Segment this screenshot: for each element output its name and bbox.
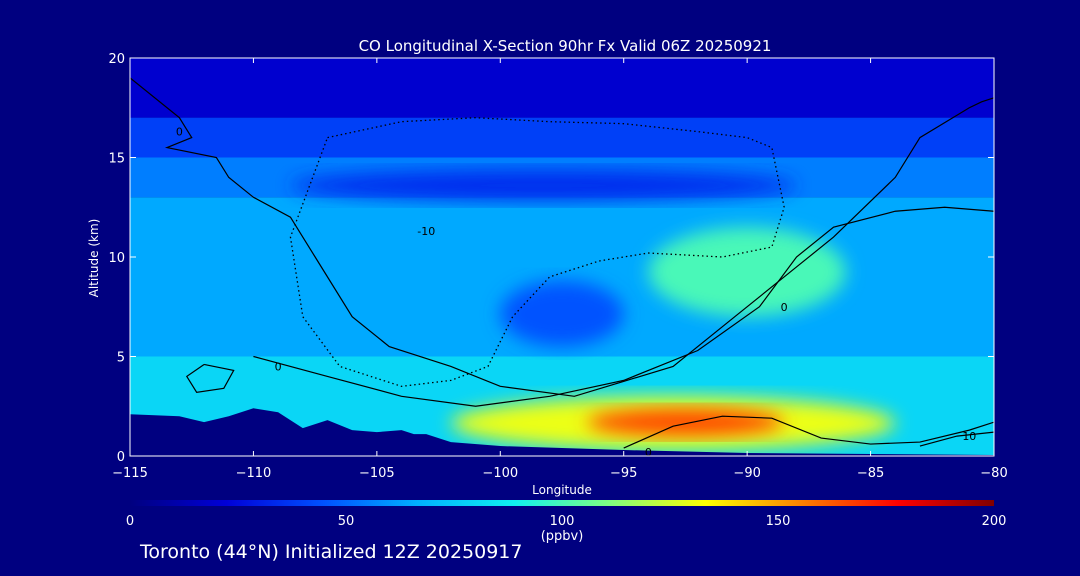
x-tick-label: −110 xyxy=(236,466,272,481)
x-tick-label: −85 xyxy=(857,466,884,481)
contour-label: -10 xyxy=(417,225,435,238)
contour-label: 10 xyxy=(962,430,976,443)
contour-label: 0 xyxy=(176,126,183,139)
terrain-mask xyxy=(130,408,994,456)
x-tick-label: −115 xyxy=(112,466,148,481)
plot-area: 0 0 0 0 -10 10 xyxy=(130,58,994,459)
colorbar xyxy=(130,500,994,506)
colorbar-tick-label: 0 xyxy=(126,514,134,529)
concentration-band xyxy=(130,117,994,158)
x-tick-label: −105 xyxy=(359,466,395,481)
concentration-band xyxy=(130,58,994,118)
concentration-region xyxy=(648,227,846,317)
x-axis-label: Longitude xyxy=(532,483,592,497)
contour-line xyxy=(623,415,994,449)
x-tick-label: −90 xyxy=(733,466,760,481)
contour-line xyxy=(185,363,235,393)
x-tick-label: −95 xyxy=(610,466,637,481)
colorbar-tick-label: 200 xyxy=(982,514,1007,529)
contour-line xyxy=(130,77,994,397)
contour-label: 0 xyxy=(781,301,788,314)
concentration-region xyxy=(500,280,624,347)
concentration-region xyxy=(290,169,797,202)
colorbar-tick-label: 100 xyxy=(550,514,575,529)
concentration-region xyxy=(586,408,785,437)
y-axis-label: Altitude (km) xyxy=(87,219,101,298)
y-tick-label: 20 xyxy=(108,52,125,67)
y-tick-label: 10 xyxy=(108,251,125,266)
contour-line xyxy=(919,431,994,447)
contour-line xyxy=(253,206,994,407)
colorbar-unit-label: (ppbv) xyxy=(541,529,584,544)
contour-label: 0 xyxy=(645,446,652,459)
contour-label: 0 xyxy=(275,360,282,373)
x-tick-label: −100 xyxy=(482,466,518,481)
y-tick-label: 5 xyxy=(117,351,125,366)
footer-caption: Toronto (44°N) Initialized 12Z 20250917 xyxy=(140,541,523,563)
contour-line xyxy=(289,117,785,388)
y-tick-label: 0 xyxy=(117,450,125,465)
colorbar-tick-label: 50 xyxy=(338,514,355,529)
y-tick-label: 15 xyxy=(108,152,125,167)
x-tick-label: −80 xyxy=(980,466,1007,481)
colorbar-tick-label: 150 xyxy=(766,514,791,529)
chart-title: CO Longitudinal X-Section 90hr Fx Valid … xyxy=(359,37,772,55)
